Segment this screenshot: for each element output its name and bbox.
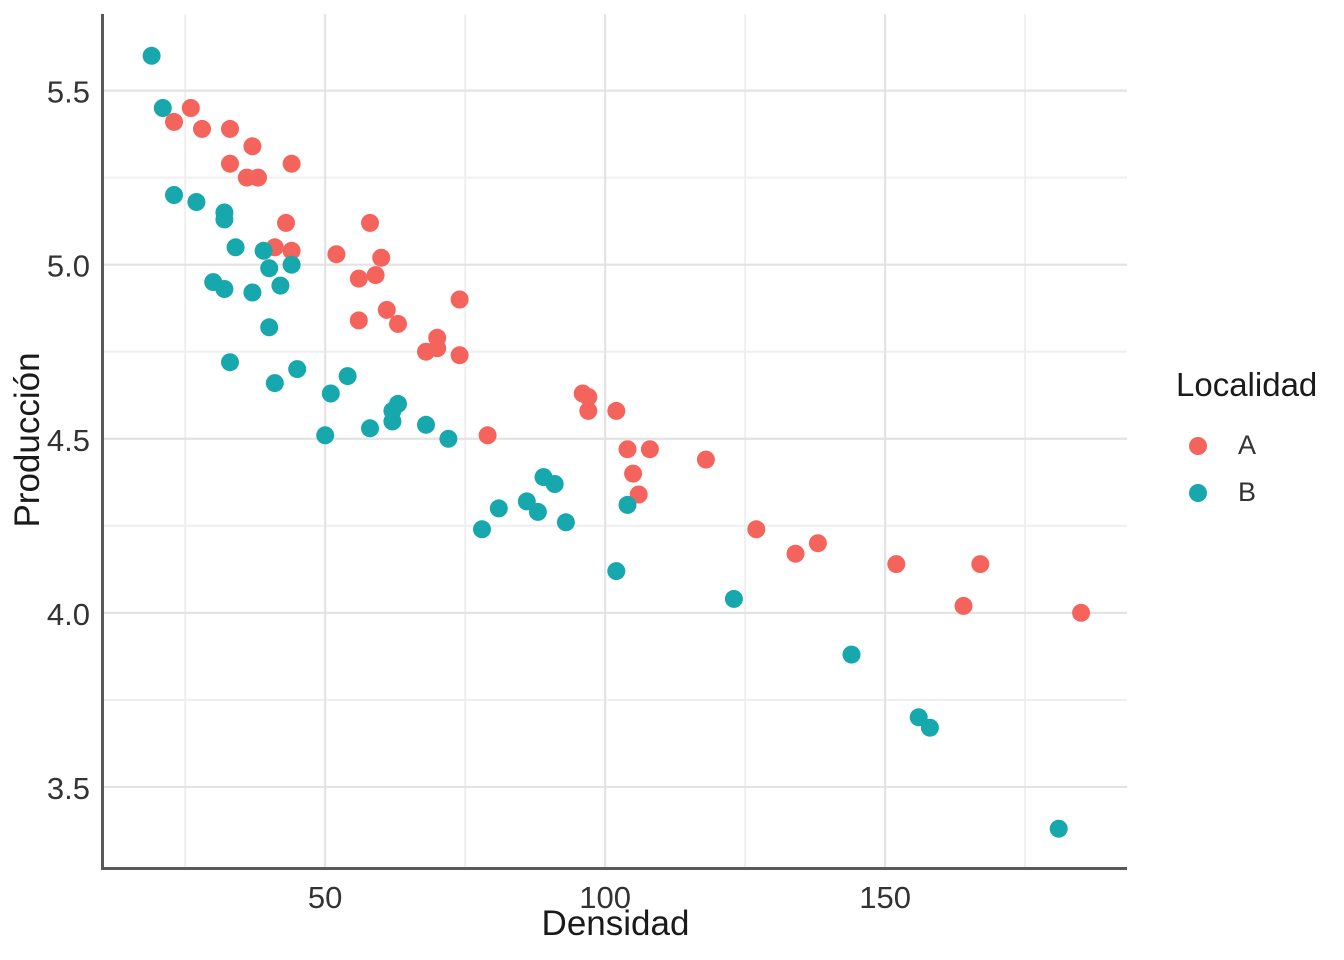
data-point-B [607, 562, 626, 581]
legend-label-b: B [1238, 477, 1257, 507]
data-point-A [277, 213, 295, 232]
data-point-B [226, 238, 245, 257]
data-point-B [271, 276, 290, 295]
legend: Localidad A B [1176, 366, 1317, 516]
data-point-A [747, 520, 766, 539]
data-point-B [545, 475, 564, 493]
data-point-B [361, 419, 379, 438]
data-point-A [165, 112, 183, 131]
data-point-A [954, 596, 973, 615]
data-point-A [624, 464, 643, 483]
data-point-B [282, 255, 301, 274]
data-point-A [349, 311, 368, 330]
data-point-A [389, 314, 407, 333]
y-tick-label: 4.0 [47, 597, 90, 632]
data-point-B [215, 210, 234, 229]
data-point-B [724, 589, 743, 608]
data-point-B [187, 193, 206, 211]
data-point-B [265, 374, 284, 393]
y-axis-title: Producción [8, 352, 47, 528]
data-point-A [249, 168, 267, 187]
data-point-A [282, 241, 301, 260]
legend-item-b: B [1176, 469, 1317, 516]
data-point-A [450, 346, 469, 365]
data-point-A [372, 248, 391, 267]
data-point-B [215, 280, 234, 298]
data-point-A [428, 339, 447, 358]
data-point-A [971, 555, 990, 574]
data-point-A [786, 544, 805, 563]
data-point-B [383, 412, 402, 431]
x-tick-label: 150 [859, 880, 911, 915]
legend-dot-a-icon [1189, 436, 1207, 455]
data-point-A [221, 154, 239, 173]
data-point-B [528, 502, 547, 521]
data-point-B [165, 186, 183, 204]
data-point-B [142, 46, 161, 65]
data-point-A [221, 119, 239, 138]
data-point-B [260, 318, 279, 337]
legend-label-a: A [1238, 430, 1257, 460]
data-point-B [489, 499, 508, 518]
data-point-A [282, 154, 301, 173]
data-point-B [556, 513, 575, 532]
data-point-A [579, 401, 598, 420]
data-point-A [887, 555, 906, 574]
data-point-A [361, 213, 379, 232]
y-tick-label: 5.5 [47, 75, 90, 110]
x-tick-label: 100 [579, 880, 631, 915]
data-point-A [696, 450, 715, 469]
data-point-B [153, 99, 172, 117]
data-point-B [288, 360, 307, 379]
data-point-B [439, 429, 458, 448]
data-point-B [473, 520, 491, 539]
data-point-A [327, 245, 346, 264]
data-point-A [366, 266, 385, 285]
data-point-B [1049, 819, 1068, 838]
data-point-A [579, 388, 598, 406]
legend-title: Localidad [1176, 366, 1318, 403]
data-point-B [338, 367, 357, 386]
data-point-A [640, 440, 659, 459]
data-point-B [260, 259, 279, 278]
legend-dot-b-icon [1189, 483, 1207, 502]
data-point-B [618, 495, 637, 514]
data-point-A [181, 99, 200, 117]
data-point-B [920, 718, 939, 737]
legend-item-a: A [1176, 422, 1317, 469]
data-point-A [193, 119, 211, 138]
data-point-A [808, 534, 827, 553]
y-tick-label: 5.0 [47, 249, 90, 284]
y-tick-label: 4.5 [47, 423, 90, 458]
data-point-B [389, 394, 407, 413]
data-point-B [417, 415, 435, 434]
x-axis-title: Densidad [541, 904, 690, 943]
data-point-B [254, 241, 273, 260]
data-point-A [349, 269, 368, 288]
data-point-B [842, 645, 861, 664]
data-point-A [1072, 603, 1091, 622]
data-point-A [478, 426, 497, 445]
data-point-A [377, 300, 396, 319]
data-point-B [221, 353, 239, 372]
data-point-B [316, 426, 335, 445]
x-tick-label: 50 [308, 880, 342, 915]
data-point-B [243, 283, 262, 302]
data-point-A [450, 290, 469, 309]
y-tick-label: 3.5 [47, 771, 90, 806]
data-point-A [243, 137, 262, 156]
data-point-B [321, 384, 340, 403]
data-point-A [618, 440, 637, 459]
data-point-A [607, 401, 626, 420]
